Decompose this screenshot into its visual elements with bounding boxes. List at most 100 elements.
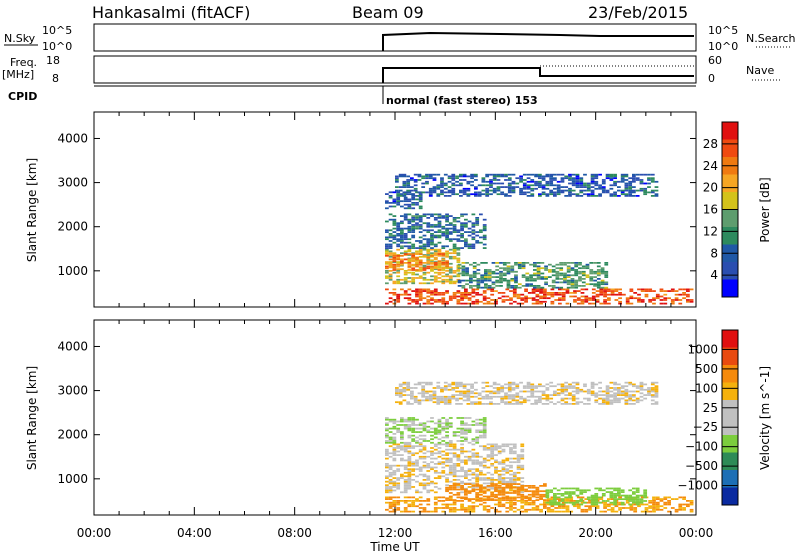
range-cell [549, 180, 554, 183]
range-cell [519, 175, 523, 178]
range-cell [479, 464, 483, 467]
range-cell [659, 508, 664, 511]
range-cell [445, 213, 449, 216]
range-cell [609, 491, 614, 493]
range-cell [425, 397, 429, 400]
range-cell [441, 425, 446, 428]
range-cell [426, 248, 431, 251]
range-cell [411, 231, 416, 233]
range-cell [555, 278, 560, 280]
range-cell [426, 267, 431, 270]
range-cell [418, 455, 423, 458]
range-cell [654, 401, 659, 404]
range-cell [594, 383, 599, 386]
range-cell [494, 302, 498, 305]
range-cell [689, 500, 694, 502]
range-cell [540, 276, 545, 278]
range-cell [628, 395, 633, 398]
range-cell [650, 195, 655, 197]
range-cell [407, 505, 412, 508]
range-cell [411, 503, 416, 506]
range-cell [490, 290, 495, 292]
range-cell [556, 496, 561, 499]
range-cell [452, 243, 457, 246]
range-cell [553, 493, 557, 495]
range-cell [579, 390, 584, 393]
nave-tick-bottom: 0 [708, 72, 715, 85]
range-cell [635, 487, 640, 490]
range-cell [448, 277, 453, 279]
range-cell [559, 269, 564, 271]
range-cell [629, 290, 634, 292]
range-cell [441, 278, 446, 281]
range-cell [553, 177, 557, 180]
range-cell [433, 299, 438, 301]
range-cell [625, 302, 630, 305]
range-cell [385, 288, 389, 291]
range-cell [396, 202, 401, 204]
range-cell [520, 488, 525, 491]
range-cell [456, 292, 461, 294]
range-cell [620, 498, 625, 501]
range-cell [654, 193, 659, 196]
range-cell [413, 401, 418, 404]
range-cell [385, 484, 389, 487]
range-cell [588, 507, 592, 509]
range-cell [500, 182, 505, 185]
range-cell [486, 479, 491, 481]
range-cell [507, 195, 512, 197]
range-cell [400, 234, 404, 237]
range-cell [549, 401, 554, 404]
range-cell [533, 274, 537, 277]
range-cell [644, 293, 649, 296]
range-cell [637, 299, 641, 301]
range-cell [456, 455, 461, 458]
range-cell [609, 175, 614, 178]
range-cell [568, 403, 572, 405]
range-cell [452, 455, 457, 458]
range-cell [460, 429, 464, 432]
range-cell [459, 173, 463, 176]
range-cell [647, 388, 651, 391]
range-cell [422, 479, 427, 481]
range-cell [445, 290, 449, 292]
range-cell [628, 394, 633, 396]
range-cell [549, 394, 554, 396]
range-cell [555, 274, 560, 277]
range-cell [418, 445, 423, 448]
range-cell [471, 488, 476, 491]
range-cell [430, 213, 434, 216]
range-cell [591, 297, 596, 300]
range-cell [388, 300, 393, 303]
range-cell [579, 498, 584, 501]
range-cell [650, 394, 655, 396]
range-cell [407, 218, 412, 221]
range-cell [607, 293, 611, 296]
range-cell [652, 507, 656, 509]
range-cell [403, 250, 408, 253]
range-cell [455, 385, 459, 388]
range-cell [490, 486, 495, 488]
range-cell [471, 233, 476, 235]
range-cell [541, 184, 546, 187]
range-cell [406, 193, 411, 196]
range-cell [471, 498, 476, 500]
range-cell [475, 302, 480, 305]
range-cell [388, 292, 393, 294]
range-cell [512, 477, 517, 479]
range-cell [494, 493, 498, 496]
range-cell [635, 387, 640, 389]
range-cell [512, 483, 517, 485]
range-cell [573, 299, 577, 301]
range-cell [392, 231, 397, 233]
range-cell [504, 195, 508, 197]
range-cell [452, 445, 457, 448]
range-cell [385, 470, 389, 472]
range-cell [509, 452, 513, 455]
range-cell [392, 293, 397, 296]
range-cell [422, 464, 427, 467]
range-cell [543, 293, 547, 296]
range-cell [407, 229, 412, 232]
range-cell [520, 464, 525, 467]
range-cell [426, 420, 431, 423]
